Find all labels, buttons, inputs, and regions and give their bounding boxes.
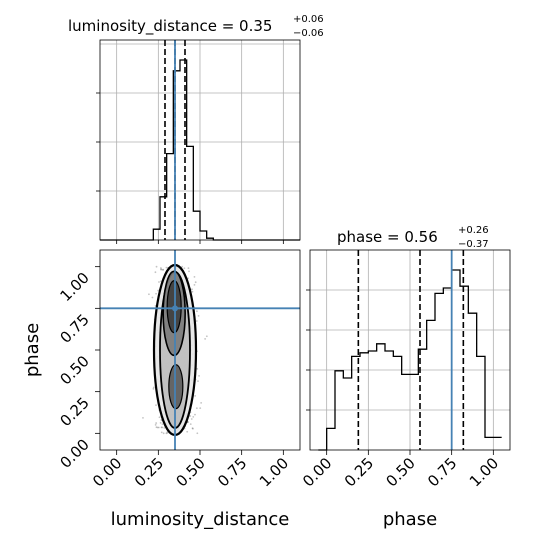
- x-tick-label: 0.25: [341, 454, 377, 490]
- ld-title-main: luminosity_distance = 0.35: [68, 17, 272, 36]
- scatter-point: [196, 432, 199, 435]
- y-tick-label: 0.75: [56, 310, 92, 346]
- scatter-point: [162, 268, 165, 271]
- x-tick-label: 1.00: [466, 454, 502, 490]
- scatter-point: [188, 270, 190, 273]
- scatter-point: [155, 292, 158, 295]
- scatter-point: [159, 267, 162, 269]
- scatter-point: [155, 404, 157, 407]
- scatter-point: [191, 288, 193, 291]
- scatter-point: [158, 416, 161, 419]
- phase-title-main: phase = 0.56: [337, 228, 438, 246]
- scatter-point: [154, 271, 157, 274]
- scatter-point: [205, 335, 208, 338]
- x-axis-label-phase: phase: [383, 509, 437, 530]
- scatter-point: [162, 268, 164, 271]
- scatter-point: [161, 426, 164, 429]
- y-axis-label-phase: phase: [22, 323, 43, 377]
- scatter-point: [151, 296, 154, 299]
- y-tick-label: 0.25: [56, 394, 92, 430]
- x-tick-label: 1.00: [256, 454, 292, 490]
- scatter-point: [152, 387, 155, 390]
- phase-histogram-step: [318, 269, 502, 451]
- scatter-point: [196, 367, 199, 370]
- x-tick-label: 0.75: [214, 454, 250, 490]
- phase-title: phase = 0.56: [337, 228, 438, 246]
- scatter-point: [197, 314, 200, 317]
- scatter-point: [189, 423, 192, 425]
- x-tick-label: 0.00: [299, 454, 335, 490]
- scatter-point: [160, 431, 163, 434]
- ld-title-sup: +0.06: [293, 14, 324, 25]
- scatter-point: [195, 320, 198, 322]
- scatter-point: [193, 283, 196, 286]
- x-tick-label: 0.50: [172, 454, 208, 490]
- scatter-point: [193, 275, 196, 278]
- scatter-point: [165, 266, 168, 269]
- scatter-point: [196, 310, 198, 313]
- scatter-point: [189, 415, 192, 417]
- scatter-point: [194, 413, 196, 416]
- phase-title-sub: −0.37: [458, 239, 489, 250]
- scatter-point: [157, 289, 160, 292]
- ld-title: luminosity_distance = 0.35: [68, 17, 272, 36]
- scatter-point: [160, 268, 163, 271]
- y-tick-label: 0.00: [56, 435, 92, 471]
- x-tick-label: 0.00: [89, 454, 125, 490]
- scatter-point: [155, 426, 158, 429]
- joint-background: [100, 250, 300, 450]
- scatter-point: [197, 380, 199, 382]
- scatter-point: [192, 415, 195, 418]
- scatter-point: [183, 267, 186, 270]
- x-tick-label: 0.25: [131, 454, 167, 490]
- scatter-point: [191, 427, 194, 430]
- scatter-point: [163, 427, 166, 429]
- x-tick-label: 0.75: [424, 454, 460, 490]
- scatter-point: [195, 407, 198, 410]
- scatter-point: [160, 268, 163, 271]
- scatter-point: [157, 426, 160, 429]
- scatter-point: [158, 281, 160, 283]
- scatter-point: [200, 401, 203, 404]
- scatter-point: [142, 416, 144, 419]
- scatter-point: [148, 293, 150, 296]
- scatter-point: [186, 430, 189, 433]
- scatter-point: [155, 422, 158, 424]
- joint-contour-panel: [99, 249, 301, 451]
- scatter-point: [155, 265, 158, 268]
- scatter-point: [191, 290, 194, 293]
- ld-title-sub: −0.06: [293, 28, 324, 39]
- scatter-point: [187, 267, 190, 270]
- top-histogram-panel: [96, 39, 301, 244]
- scatter-point: [165, 432, 168, 435]
- scatter-point: [191, 427, 194, 430]
- scatter-point: [162, 432, 165, 435]
- scatter-point: [204, 338, 207, 340]
- scatter-point: [161, 423, 164, 426]
- scatter-point: [181, 265, 184, 268]
- phase-histogram-panel: [306, 249, 511, 451]
- y-tick-label: 1.00: [56, 269, 92, 305]
- phase-title-sup: +0.26: [458, 225, 489, 236]
- scatter-point: [159, 421, 162, 424]
- scatter-point: [190, 418, 193, 420]
- scatter-point: [199, 407, 202, 410]
- scatter-point: [156, 426, 159, 429]
- scatter-point: [194, 281, 197, 284]
- scatter-point: [154, 423, 157, 426]
- scatter-point: [152, 386, 155, 389]
- joint-truth-point: [172, 305, 178, 312]
- scatter-point: [166, 431, 169, 434]
- x-axis-label-ld: luminosity_distance: [111, 509, 290, 530]
- scatter-point: [198, 374, 200, 377]
- x-tick-label: 0.50: [382, 454, 418, 490]
- scatter-point: [194, 394, 197, 397]
- scatter-point: [160, 426, 163, 429]
- y-tick-label: 0.50: [56, 352, 92, 388]
